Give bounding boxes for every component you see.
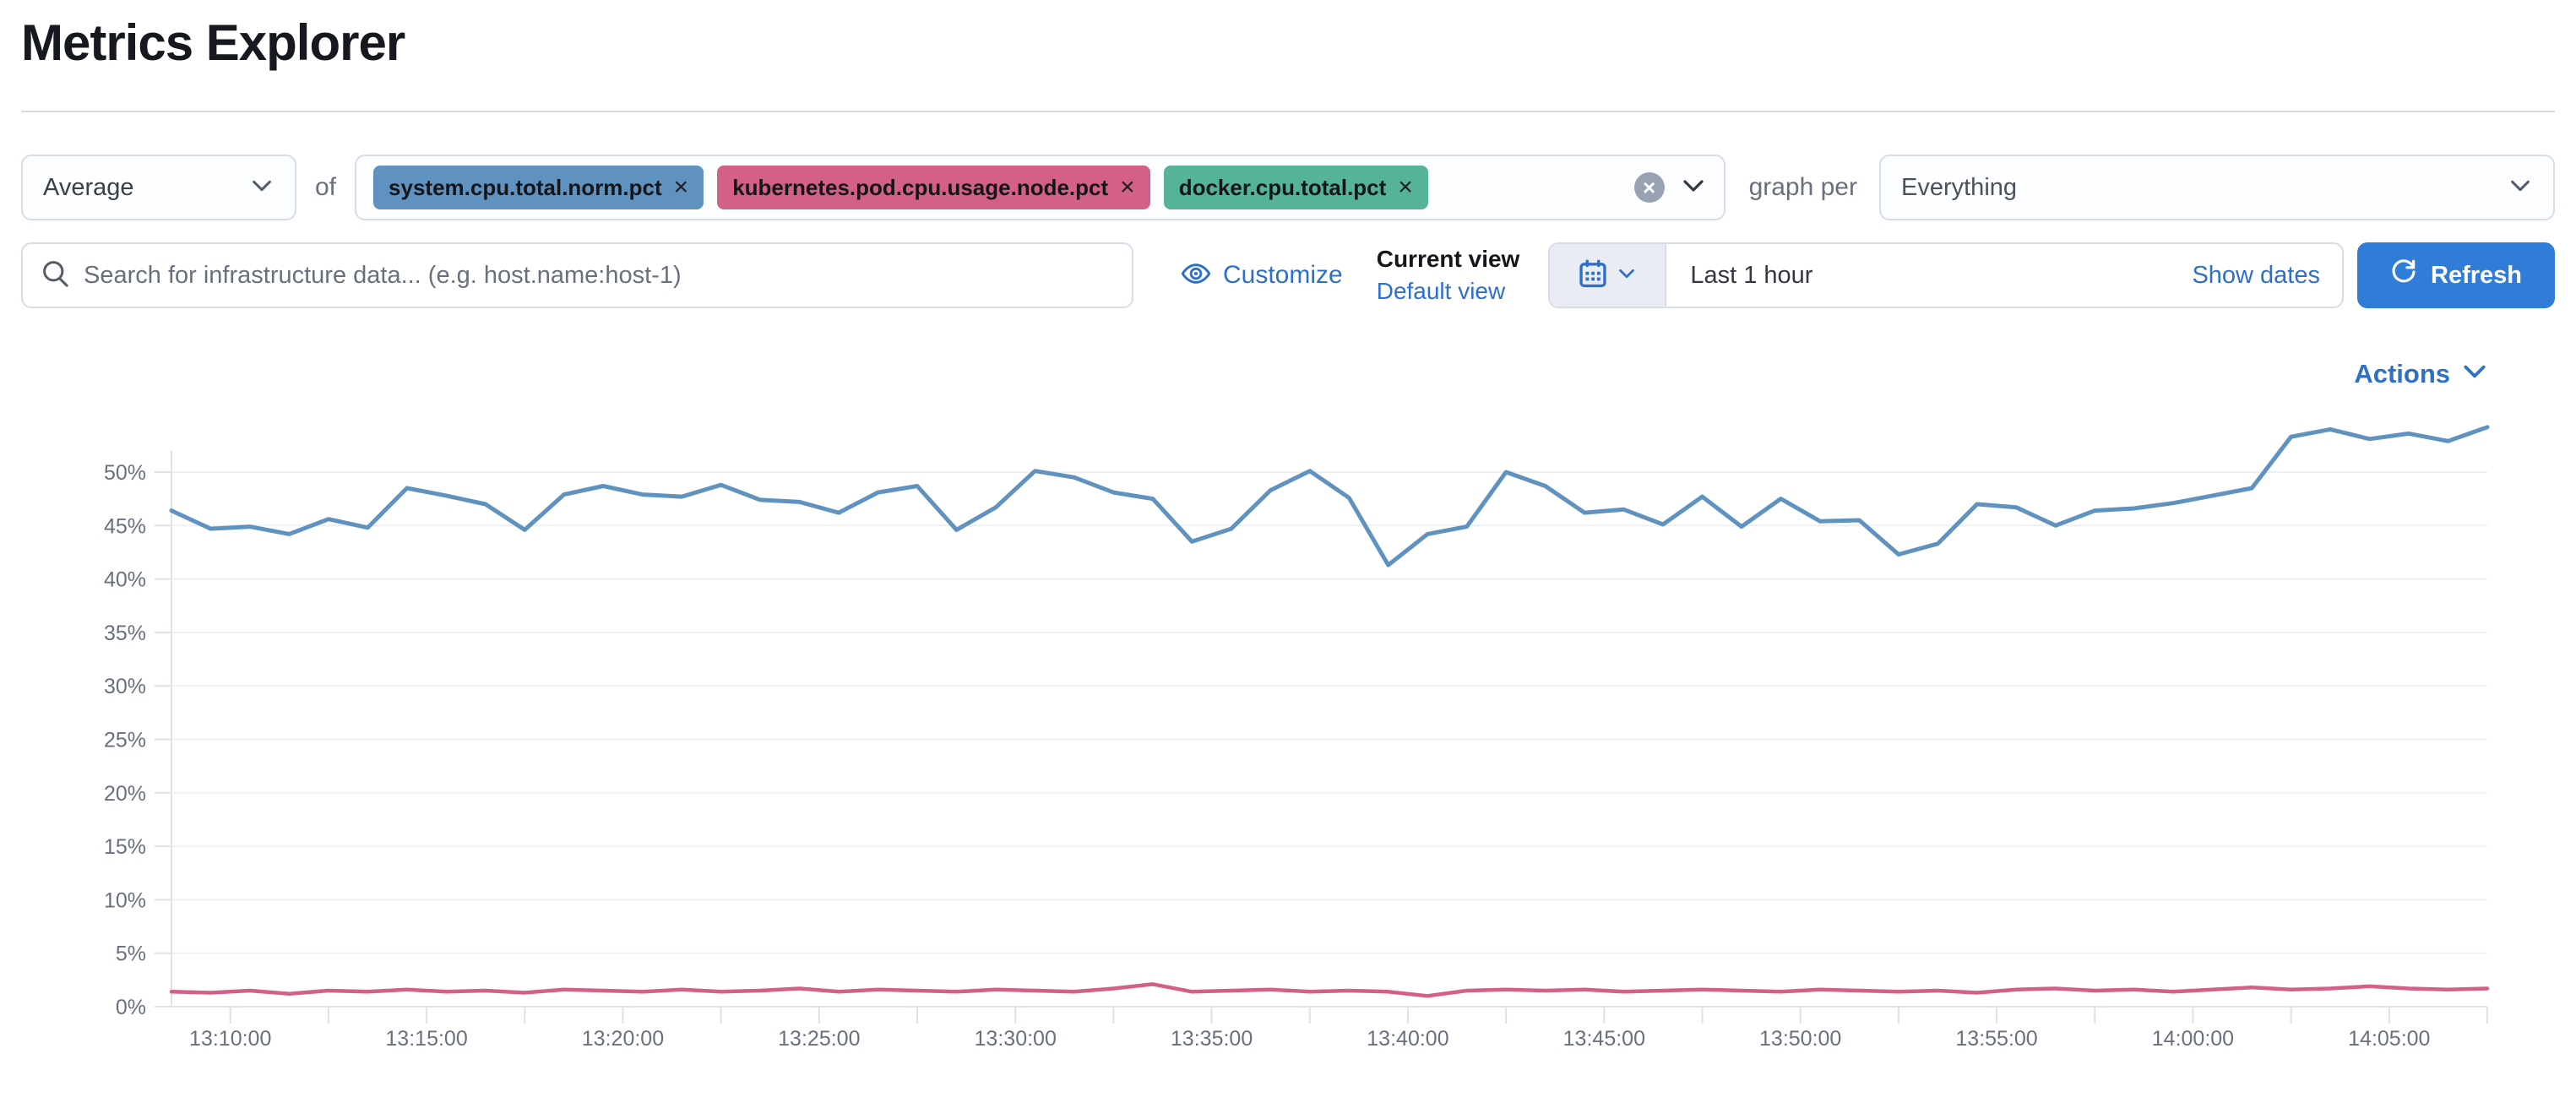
svg-text:13:10:00: 13:10:00 <box>189 1027 271 1051</box>
svg-text:13:55:00: 13:55:00 <box>1955 1027 2037 1051</box>
metric-controls-row: Average of system.cpu.total.norm.pct × kub… <box>21 155 2555 220</box>
metric-pill-list: system.cpu.total.norm.pct × kubernetes.pod… <box>373 166 1428 209</box>
svg-text:25%: 25% <box>104 729 146 752</box>
metrics-chart: 0% 5% 10% 15% 20% 25% 30% 35% 40% 45% 50% 13:10:00 1… <box>21 399 2555 1084</box>
svg-text:5%: 5% <box>116 942 146 966</box>
refresh-icon <box>2390 258 2417 292</box>
combobox-controls: × <box>1633 172 1707 204</box>
header-divider <box>21 111 2555 112</box>
svg-text:0%: 0% <box>116 996 146 1019</box>
actions-menu-button[interactable]: Actions <box>2354 357 2489 390</box>
calendar-icon <box>1578 258 1608 293</box>
show-dates-link[interactable]: Show dates <box>2192 261 2320 289</box>
remove-metric-icon[interactable]: × <box>1120 173 1135 201</box>
actions-label: Actions <box>2354 358 2450 388</box>
svg-text:13:30:00: 13:30:00 <box>975 1027 1057 1051</box>
svg-text:14:00:00: 14:00:00 <box>2152 1027 2234 1051</box>
date-picker: Last 1 hour Show dates <box>1548 242 2344 308</box>
graph-per-select[interactable]: Everything <box>1879 155 2555 220</box>
svg-text:50%: 50% <box>104 461 146 485</box>
query-controls-row: Customize Current view Default view Last… <box>21 242 2555 308</box>
svg-text:13:45:00: 13:45:00 <box>1563 1027 1645 1051</box>
view-name-link[interactable]: Default view <box>1376 278 1506 304</box>
view-selector: Current view Default view <box>1377 246 1520 305</box>
page-title: Metrics Explorer <box>21 14 405 71</box>
svg-text:15%: 15% <box>104 835 146 859</box>
customize-button[interactable]: Customize <box>1181 258 1343 293</box>
svg-text:40%: 40% <box>104 568 146 592</box>
svg-text:13:15:00: 13:15:00 <box>385 1027 467 1051</box>
svg-text:13:40:00: 13:40:00 <box>1367 1027 1448 1051</box>
svg-text:45%: 45% <box>104 514 146 538</box>
svg-text:10%: 10% <box>104 888 146 912</box>
aggregation-value: Average <box>43 173 134 201</box>
aggregation-select[interactable]: Average <box>21 155 296 220</box>
svg-text:13:50:00: 13:50:00 <box>1759 1027 1841 1051</box>
refresh-button[interactable]: Refresh <box>2357 242 2555 308</box>
metric-pill-label: docker.cpu.total.pct <box>1178 174 1387 200</box>
metrics-explorer-page: Metrics Explorer Average of system.cpu.t… <box>0 14 2576 1084</box>
chevron-down-icon <box>249 173 274 203</box>
graph-per-label: graph per <box>1748 173 1857 201</box>
clear-metrics-button[interactable]: × <box>1633 172 1665 203</box>
search-box <box>21 242 1133 308</box>
svg-text:30%: 30% <box>104 675 146 698</box>
eye-icon <box>1181 258 1211 293</box>
chevron-down-icon[interactable] <box>1680 172 1707 204</box>
metric-pill-label: system.cpu.total.norm.pct <box>389 174 662 200</box>
svg-text:13:20:00: 13:20:00 <box>582 1027 664 1051</box>
chevron-down-icon <box>2460 357 2489 390</box>
time-range-value[interactable]: Last 1 hour <box>1690 261 1813 289</box>
search-input[interactable] <box>84 261 1113 290</box>
metric-pill[interactable]: system.cpu.total.norm.pct × <box>373 166 704 209</box>
svg-text:35%: 35% <box>104 622 146 645</box>
svg-text:13:35:00: 13:35:00 <box>1171 1027 1253 1051</box>
quick-select-button[interactable] <box>1550 244 1667 307</box>
metrics-combobox[interactable]: system.cpu.total.norm.pct × kubernetes.pod… <box>355 155 1725 220</box>
customize-label: Customize <box>1223 261 1343 289</box>
svg-text:20%: 20% <box>104 782 146 806</box>
metric-pill[interactable]: kubernetes.pod.cpu.usage.node.pct × <box>717 166 1150 209</box>
metric-pill-label: kubernetes.pod.cpu.usage.node.pct <box>732 174 1109 200</box>
chevron-down-icon <box>2508 173 2533 203</box>
actions-row: Actions <box>21 357 2555 390</box>
search-icon <box>41 259 70 292</box>
of-label: of <box>315 173 337 201</box>
graph-per-value: Everything <box>1901 173 2018 201</box>
line-chart-svg[interactable]: 0% 5% 10% 15% 20% 25% 30% 35% 40% 45% 50% 13:10:00 1… <box>21 399 2555 1084</box>
metric-pill[interactable]: docker.cpu.total.pct × <box>1163 166 1428 209</box>
svg-text:13:25:00: 13:25:00 <box>778 1027 860 1051</box>
refresh-label: Refresh <box>2431 261 2522 289</box>
current-view-label: Current view <box>1376 246 1520 272</box>
remove-metric-icon[interactable]: × <box>1398 173 1413 201</box>
chevron-down-icon <box>1617 263 1637 288</box>
svg-text:14:05:00: 14:05:00 <box>2348 1027 2430 1051</box>
remove-metric-icon[interactable]: × <box>673 173 689 201</box>
